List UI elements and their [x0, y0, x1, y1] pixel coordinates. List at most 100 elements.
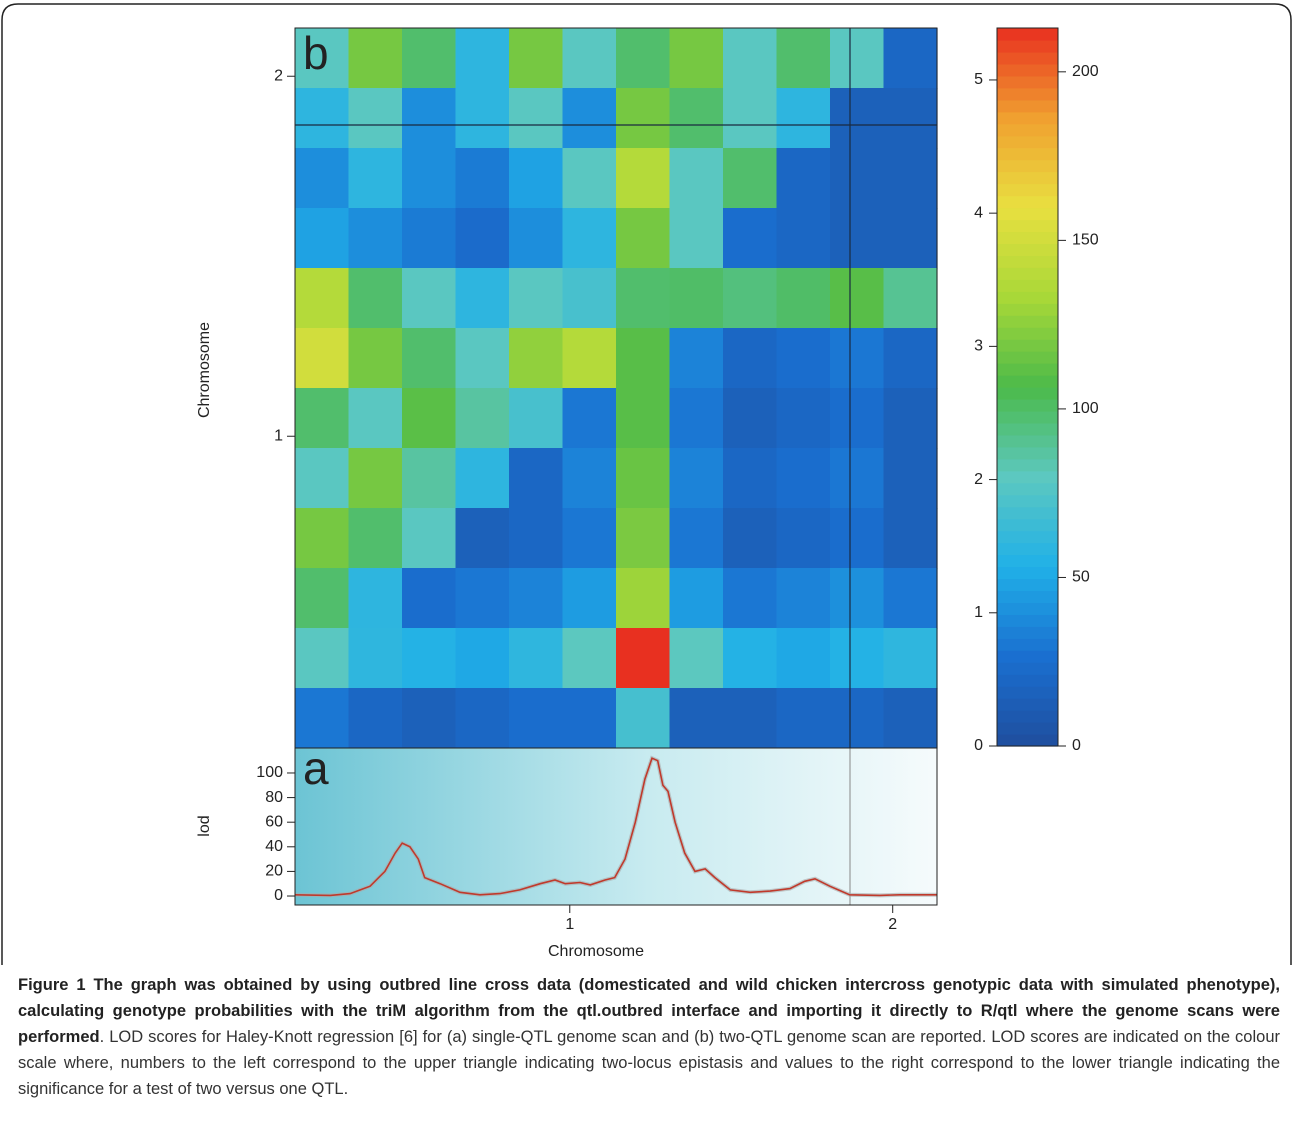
heat-cell	[455, 208, 510, 269]
x-axis-label: Chromosome	[548, 943, 644, 960]
heat-cell	[348, 688, 403, 749]
heat-cell	[669, 148, 724, 209]
heat-cell	[830, 208, 885, 269]
heat-cell	[776, 388, 831, 449]
colorbar-step	[997, 207, 1058, 221]
y-tick-label: 20	[265, 863, 283, 880]
heat-cell	[723, 448, 778, 509]
y-tick-label: 60	[265, 813, 283, 830]
panel-label: a	[303, 742, 329, 794]
colorbar-step	[997, 303, 1058, 316]
heat-cell	[723, 268, 778, 329]
heat-cell	[455, 568, 510, 629]
colorbar-step	[997, 650, 1058, 663]
colorbar-step	[997, 554, 1058, 568]
colorbar-step	[997, 614, 1058, 627]
heat-cell	[402, 388, 457, 449]
colorbar-tick-label: 5	[974, 71, 983, 88]
heat-cell	[295, 148, 350, 209]
colorbar-step	[997, 590, 1058, 603]
heat-cell	[295, 448, 350, 509]
heat-cell	[883, 688, 938, 749]
heat-cell	[669, 28, 724, 89]
colorbar-step	[997, 578, 1058, 592]
heat-cell	[723, 328, 778, 389]
colorbar-step	[997, 398, 1058, 412]
colorbar-tick-label: 200	[1072, 63, 1099, 80]
heat-cell	[562, 268, 617, 329]
heat-cell	[776, 28, 831, 89]
colorbar-step	[997, 351, 1058, 364]
heat-cell	[402, 688, 457, 749]
heat-cell	[669, 388, 724, 449]
heat-cell	[776, 328, 831, 389]
panel-label: b	[303, 27, 329, 79]
colorbar-step	[997, 315, 1058, 328]
heat-cell	[295, 328, 350, 389]
heat-cell	[776, 208, 831, 269]
heat-cell	[723, 148, 778, 209]
heat-cell	[669, 328, 724, 389]
colorbar-step	[997, 267, 1058, 280]
colorbar-step	[997, 470, 1058, 484]
heat-cell	[509, 328, 564, 389]
heat-cell	[830, 628, 885, 689]
heat-cell	[562, 208, 617, 269]
heat-cell	[455, 628, 510, 689]
heat-cell	[723, 628, 778, 689]
heat-cell	[830, 568, 885, 629]
colorbar-step	[997, 482, 1058, 496]
heat-cell	[776, 88, 831, 149]
heat-cell	[616, 568, 671, 629]
heat-cell	[348, 28, 403, 89]
colorbar-step	[997, 135, 1058, 149]
y-axis-label: Chromosome	[196, 322, 213, 418]
y-tick-label: 0	[274, 887, 283, 904]
heat-cell	[455, 88, 510, 149]
heat-cell	[776, 268, 831, 329]
colorbar-step	[997, 363, 1058, 376]
heat-cell	[402, 628, 457, 689]
heat-cell	[776, 448, 831, 509]
colorbar-tick-label: 1	[974, 604, 983, 621]
heat-cell	[509, 628, 564, 689]
colorbar-step	[997, 195, 1058, 209]
x-tick-label: 1	[565, 916, 574, 933]
colorbar-step	[997, 51, 1058, 65]
colorbar-step	[997, 243, 1058, 256]
colorbar-step	[997, 602, 1058, 615]
heat-cell	[509, 268, 564, 329]
heat-cell	[883, 28, 938, 89]
heat-cell	[402, 508, 457, 569]
heat-cell	[509, 568, 564, 629]
heat-cell	[830, 148, 885, 209]
heat-cell	[669, 508, 724, 569]
heat-cell	[402, 448, 457, 509]
heat-cell	[402, 88, 457, 149]
heat-cell	[562, 88, 617, 149]
colorbar-tick-label: 0	[974, 737, 983, 754]
heat-cell	[883, 508, 938, 569]
colorbar-step	[997, 255, 1058, 268]
caption: Figure 1 The graph was obtained by using…	[18, 972, 1280, 1102]
heat-cell	[776, 148, 831, 209]
heat-cell	[616, 328, 671, 389]
colorbar-step	[997, 111, 1058, 125]
colorbar-step	[997, 279, 1058, 292]
heat-cell	[348, 148, 403, 209]
heat-cell	[348, 388, 403, 449]
colorbar-step	[997, 494, 1058, 508]
heat-cell	[348, 328, 403, 389]
heat-cell	[295, 568, 350, 629]
colorbar-border	[996, 27, 1059, 747]
heat-cell	[883, 628, 938, 689]
colorbar-step	[997, 566, 1058, 580]
heat-cell	[295, 28, 350, 89]
heat-cell	[295, 268, 350, 329]
heat-cell	[348, 208, 403, 269]
colorbar-tick-label: 100	[1072, 400, 1099, 417]
heat-cell	[509, 148, 564, 209]
frame	[1, 3, 1292, 965]
